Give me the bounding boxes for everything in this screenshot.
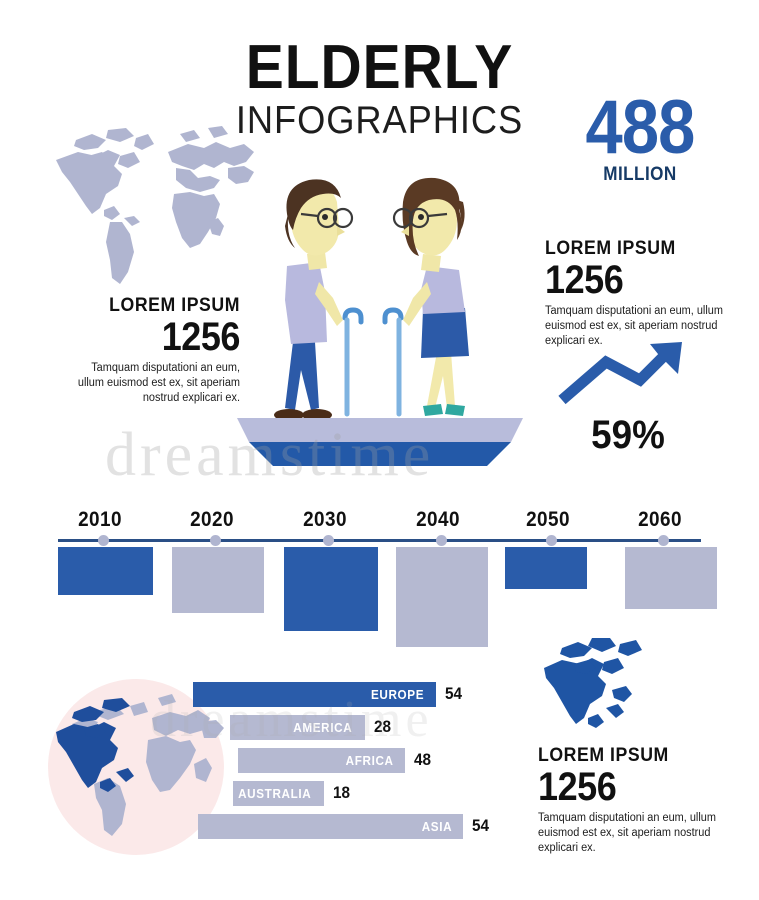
timeline-dot-2030 (323, 535, 334, 546)
table-row: ASIA 54 (193, 814, 523, 839)
table-row: AFRICA 48 (193, 748, 523, 773)
lorem-bottom-body: Tamquam disputationi an eum, ullum euism… (538, 811, 716, 855)
timeline-year-2030: 2030 (303, 508, 347, 531)
elderly-man-icon (274, 179, 354, 421)
percent-value: 59% (591, 413, 665, 457)
region-value-europe: 54 (445, 684, 463, 703)
region-label-asia: ASIA (421, 819, 453, 834)
timeline-dot-2050 (546, 535, 557, 546)
big-stat-unit: MILLION (603, 163, 677, 185)
page-title: ELDERLY (245, 33, 514, 102)
region-bar-europe: EUROPE (193, 682, 436, 707)
lorem-block-right: LOREM IPSUM 1256 Tamquam disputationi an… (545, 238, 735, 349)
timeline-chart: 2010 2020 2030 2040 2050 2060 (0, 500, 759, 660)
lorem-block-left: LOREM IPSUM 1256 Tamquam disputationi an… (55, 295, 241, 406)
lorem-bottom-number: 1256 (538, 765, 617, 809)
north-america-map-icon (544, 638, 642, 728)
percent-block: 59% (558, 340, 698, 458)
region-bar-asia: ASIA (198, 814, 463, 839)
lorem-right-heading: LOREM IPSUM (545, 238, 676, 259)
globe-north-america-highlighted-icon (48, 679, 238, 855)
region-value-africa: 48 (414, 750, 432, 769)
region-value-america: 28 (374, 717, 392, 736)
timeline-year-2050: 2050 (526, 508, 570, 531)
lorem-right-number: 1256 (545, 258, 624, 302)
timeline-dot-2040 (436, 535, 447, 546)
region-bar-chart: EUROPE 54 AMERICA 28 AFRICA 48 AUSTRALIA… (193, 682, 523, 847)
table-row: AUSTRALIA 18 (193, 781, 523, 806)
region-label-australia: AUSTRALIA (237, 786, 311, 801)
elderly-couple-illustration (237, 177, 523, 466)
lorem-left-number: 1256 (161, 315, 241, 359)
north-america-highlight (56, 698, 134, 792)
region-bar-africa: AFRICA (238, 748, 405, 773)
timeline-year-2020: 2020 (190, 508, 234, 531)
lorem-block-bottom: LOREM IPSUM 1256 Tamquam disputationi an… (538, 745, 738, 856)
timeline-bar-2010 (58, 547, 153, 595)
timeline-dot-2010 (98, 535, 109, 546)
world-map-icon (56, 126, 254, 284)
region-value-asia: 54 (472, 816, 490, 835)
region-value-australia: 18 (333, 783, 351, 802)
region-label-africa: AFRICA (345, 753, 394, 768)
timeline-year-2040: 2040 (416, 508, 460, 531)
region-bar-australia: AUSTRALIA (233, 781, 324, 806)
lorem-left-heading: LOREM IPSUM (109, 295, 240, 316)
region-bar-america: AMERICA (230, 715, 365, 740)
title-block: ELDERLY INFOGRAPHICS (0, 33, 759, 142)
timeline-dot-2020 (210, 535, 221, 546)
timeline-bar-2060 (625, 547, 717, 609)
trapezoid-platform (237, 418, 523, 466)
page-subtitle: INFOGRAPHICS (235, 98, 524, 142)
timeline-dot-2060 (658, 535, 669, 546)
timeline-axis-line (58, 539, 701, 542)
lorem-right-body: Tamquam disputationi an eum, ullum euism… (545, 304, 723, 348)
timeline-year-2060: 2060 (638, 508, 682, 531)
table-row: EUROPE 54 (193, 682, 523, 707)
walking-cane-icon (342, 307, 364, 417)
table-row: AMERICA 28 (193, 715, 523, 740)
timeline-bar-2020 (172, 547, 264, 613)
region-label-america: AMERICA (293, 720, 353, 735)
timeline-year-2010: 2010 (78, 508, 122, 531)
growth-arrow-icon (558, 342, 682, 405)
timeline-bar-2040 (396, 547, 488, 647)
timeline-bar-2030 (284, 547, 378, 631)
big-stat-value: 488 (585, 85, 696, 170)
walking-cane-icon-2 (382, 307, 404, 417)
lorem-bottom-heading: LOREM IPSUM (538, 745, 669, 766)
big-stat-block: 488 MILLION (540, 85, 740, 186)
region-label-europe: EUROPE (370, 687, 425, 702)
timeline-bar-2050 (505, 547, 587, 589)
lorem-left-body: Tamquam disputationi an eum, ullum euism… (77, 361, 241, 405)
elderly-woman-icon (392, 177, 469, 416)
